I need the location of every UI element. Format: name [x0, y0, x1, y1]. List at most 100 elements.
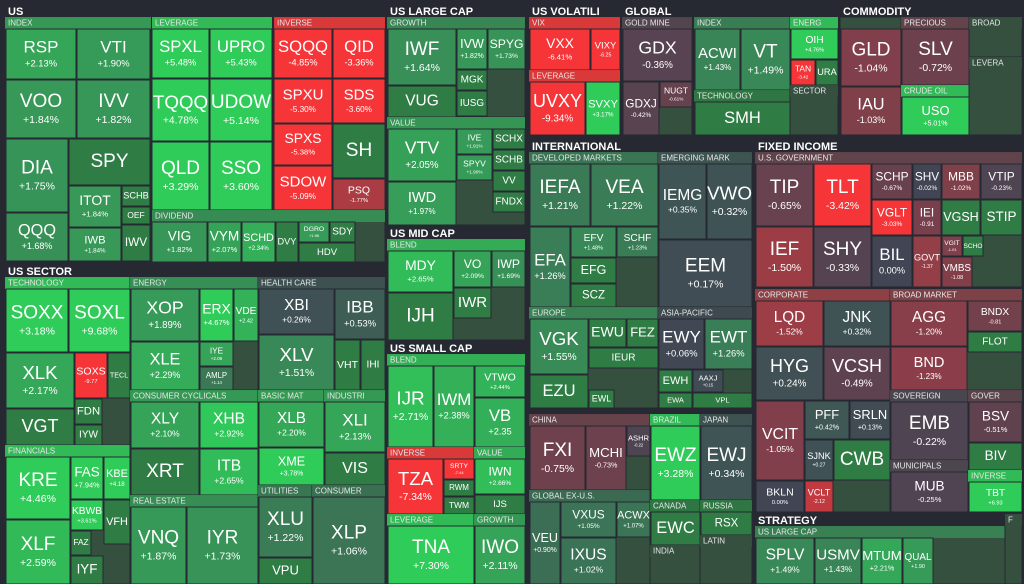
ticker: EWH [663, 375, 689, 387]
group-title: LATIN [703, 537, 725, 546]
tile [474, 397, 526, 448]
change-label: +1.87% [141, 550, 177, 562]
ticker: IYR [207, 528, 239, 549]
change-label: +0.35% [668, 205, 698, 215]
ticker: IVE [468, 133, 482, 143]
group-title: PRECIOUS [904, 19, 946, 28]
tile [755, 400, 805, 481]
tile [833, 439, 891, 481]
group-title: VALUE [390, 119, 416, 128]
tile [700, 425, 753, 501]
change-label: +2.65% [214, 475, 244, 485]
ticker: FEZ [630, 324, 655, 339]
ticker: FDN [77, 405, 100, 417]
ticker: IAU [857, 95, 884, 113]
ticker: SCHB [495, 155, 523, 166]
tile [332, 123, 386, 179]
ticker: IEFA [539, 177, 581, 198]
group-header-bg [700, 535, 752, 547]
ticker: EWA [667, 395, 684, 404]
ticker: VCIT [762, 426, 798, 443]
tile [5, 288, 69, 353]
group-title: HEALTH CARE [261, 279, 316, 288]
section-header-bg [5, 265, 385, 277]
tile [616, 226, 659, 258]
tile [755, 537, 815, 584]
ticker: SRLN [853, 407, 887, 422]
tile [387, 128, 457, 182]
ticker: VXUS [572, 507, 604, 521]
group-title: INDEX [697, 19, 722, 28]
change-label: +3.60% [223, 181, 259, 193]
tile [814, 537, 862, 584]
change-label: +1.06% [331, 545, 367, 557]
change-label: +2.71% [393, 412, 429, 423]
group-title: MUNICIPALS [893, 462, 941, 471]
tile [804, 480, 834, 513]
ticker: FXI [543, 440, 573, 461]
ticker: URA [817, 67, 837, 77]
group-title: INVERSE [390, 449, 425, 458]
change-label: -3.36% [344, 58, 373, 68]
tile [622, 28, 693, 82]
change-label: +4.67% [204, 318, 230, 327]
tile [324, 401, 386, 453]
section-header-bg [529, 5, 620, 17]
change-label: +0.32% [712, 207, 748, 218]
ticker: SHY [823, 239, 862, 260]
ticker: EWZ [654, 445, 697, 466]
ticker: XHB [213, 411, 245, 428]
ticker: EFG [581, 263, 607, 277]
group-header-bg [755, 289, 890, 301]
change-label: +0.53% [344, 317, 376, 328]
ticker: XLP [331, 523, 367, 544]
ticker: SJNK [807, 451, 831, 461]
ticker: GDX [638, 37, 677, 57]
change-label: +2.34% [248, 246, 269, 252]
group-title: FINANCIALS [8, 447, 55, 456]
change-label: +3.18% [19, 325, 55, 337]
ticker: USMV [816, 547, 860, 564]
change-label: +1.55% [541, 352, 576, 363]
ticker: IWD [408, 190, 436, 206]
ticker: UVXY [533, 91, 582, 111]
change-label: +1.73% [495, 53, 518, 60]
ticker: KBWB [72, 506, 102, 517]
section-title: US LARGE CAP [390, 6, 473, 18]
tile [258, 334, 335, 391]
tile [658, 318, 705, 370]
section-title: US SECTOR [8, 266, 72, 278]
ticker: SCHO [963, 243, 982, 250]
tile [5, 352, 75, 409]
section-title: FIXED INCOME [758, 141, 837, 153]
ticker: SCHX [495, 134, 523, 145]
ticker: IWV [125, 235, 147, 249]
group-title: RUSSIA [703, 502, 733, 511]
tile [74, 398, 103, 425]
ticker: VCSH [832, 356, 882, 376]
tile [704, 318, 753, 370]
change-label: +1.43% [824, 564, 853, 574]
ticker: VCLT [808, 488, 831, 498]
group-title: BROAD [972, 19, 1001, 28]
change-label: -0.67% [882, 185, 903, 192]
group-title: DEVELOPED MARKETS [532, 154, 622, 163]
change-label: +0.24% [773, 379, 807, 390]
tile [967, 331, 1023, 353]
tile [456, 28, 488, 70]
ticker: IBB [346, 297, 373, 316]
change-label: +3.28% [658, 468, 694, 480]
group-title: LEVERAGE [390, 516, 433, 525]
ticker: SCHD [243, 232, 274, 244]
change-label: -7.44 [454, 470, 464, 475]
change-label: +1.97% [408, 207, 435, 216]
ticker: ASHR [628, 433, 650, 442]
change-label: +4.46% [20, 493, 56, 505]
tile [968, 401, 1023, 443]
tile [329, 221, 356, 243]
group-title: BLEND [390, 241, 417, 250]
ticker: IVV [98, 91, 129, 112]
ticker: XOP [146, 297, 183, 317]
ticker: SPY [90, 151, 128, 172]
change-label: -0.75% [541, 463, 574, 475]
